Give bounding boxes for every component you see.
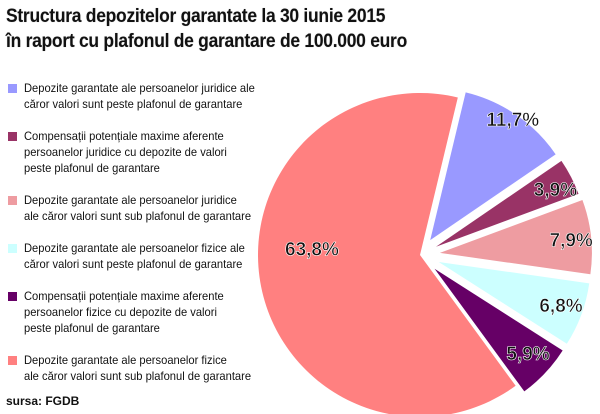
chart-title-line-1: Structura depozitelor garantate la 30 iu… [6, 6, 386, 27]
pie-slice [439, 200, 592, 275]
legend-label: Compensații potențiale maxime aferente p… [24, 289, 224, 335]
source-note: sursa: FGDB [6, 394, 80, 408]
slice-data-label: 7,9% [550, 231, 593, 252]
pie-slice [258, 93, 516, 414]
slice-data-label: 5,9% [506, 344, 549, 365]
legend-swatch [8, 84, 17, 93]
pie-slice [438, 261, 590, 344]
slice-data-label: 6,8% [539, 296, 582, 317]
legend-item: Depozite garantate ale persoanelor jurid… [8, 192, 278, 224]
legend-label: Compensații potențiale maxime aferente p… [24, 129, 227, 175]
legend-label: Depozite garantate ale persoanelor fizic… [24, 353, 252, 383]
legend-swatch [8, 292, 17, 301]
legend-swatch [8, 356, 17, 365]
legend-label: Depozite garantate ale persoanelor jurid… [24, 193, 252, 223]
slice-data-label: 3,9% [534, 180, 577, 201]
slice-data-label: 11,7% [486, 110, 539, 131]
legend-item: Depozite garantate ale persoanelor jurid… [8, 80, 278, 112]
legend-label: Depozite garantate ale persoanelor fizic… [24, 241, 245, 271]
pie-slice [430, 92, 556, 241]
chart-title: Structura depozitelor garantate la 30 iu… [6, 4, 438, 54]
legend-swatch [8, 132, 17, 141]
legend-item: Compensații potențiale maxime aferente p… [8, 128, 278, 176]
legend-item: Compensații potențiale maxime aferente p… [8, 288, 278, 336]
legend-item: Depozite garantate ale persoanelor fizic… [8, 240, 278, 272]
legend-label: Depozite garantate ale persoanelor jurid… [24, 81, 255, 111]
legend-swatch [8, 196, 17, 205]
pie-slice [434, 268, 563, 392]
chart-title-line-2: în raport cu plafonul de garantare de 10… [6, 31, 407, 52]
legend-swatch [8, 244, 17, 253]
legend-item: Depozite garantate ale persoanelor fizic… [8, 352, 278, 384]
slice-data-label: 63,8% [285, 240, 339, 261]
pie-slice [435, 160, 579, 247]
